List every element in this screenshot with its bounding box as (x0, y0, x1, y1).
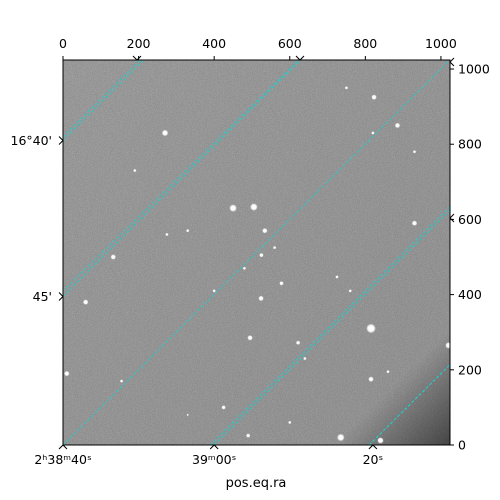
ra-grid-line (63, 60, 141, 138)
star (259, 252, 264, 258)
star (119, 379, 124, 383)
wcs-ticks: 2ʰ38ᵐ40ˢ 39ᵐ00ˢ 20ˢ 16°40' 45' (11, 55, 455, 467)
star (250, 203, 258, 211)
star (412, 150, 417, 154)
grid-edge-tick (132, 55, 142, 61)
star (186, 413, 189, 417)
ra-grid-line (63, 60, 300, 292)
x-top-tick-label: 400 (202, 36, 226, 51)
star (165, 232, 169, 237)
star (371, 94, 377, 100)
star (245, 433, 251, 438)
star (411, 220, 418, 226)
star (133, 168, 137, 173)
star (366, 323, 376, 334)
ra-tick (58, 444, 68, 450)
y-right-tick-label: 0 (458, 438, 466, 453)
star (221, 405, 226, 410)
star (394, 122, 401, 129)
star (336, 433, 345, 442)
star (242, 266, 247, 270)
star (445, 342, 450, 349)
ra-grid-line (63, 60, 450, 445)
plot-frame (62, 59, 451, 446)
x-top-tick-label: 200 (127, 36, 151, 51)
image-panel (62, 59, 451, 446)
star (348, 289, 352, 293)
ra-tick (209, 444, 219, 450)
ra-tick (368, 444, 378, 450)
x-top-tick-label: 800 (353, 36, 377, 51)
star (229, 204, 237, 212)
x-top-tick-label: 1000 (425, 36, 457, 51)
star (344, 86, 349, 90)
star (303, 356, 307, 361)
pixel-ticks: 0 200 400 600 800 1000 0 200 400 600 800 1000 (59, 36, 490, 453)
ra-tick-label: 20ˢ (363, 452, 384, 467)
dec-tick (58, 136, 64, 145)
dec-grid-line (368, 364, 450, 445)
star (64, 370, 70, 377)
star (272, 245, 277, 250)
star (212, 289, 216, 293)
dec-tick-label: 16°40' (11, 133, 53, 148)
star (288, 420, 292, 425)
star (110, 254, 117, 260)
star (371, 131, 375, 135)
ra-tick-label: 39ᵐ00ˢ (192, 452, 236, 467)
star (161, 129, 169, 137)
dec-grid-line (63, 60, 145, 141)
star (368, 376, 374, 382)
x-axis-label: pos.eq.ra (226, 476, 287, 491)
star (258, 295, 264, 302)
star (279, 281, 284, 286)
y-right-tick-label: 400 (458, 287, 482, 302)
ra-tick-label: 2ʰ38ᵐ40ˢ (34, 452, 91, 467)
star (335, 275, 339, 279)
grid-edge-tick (449, 213, 455, 223)
star (186, 229, 190, 233)
dec-grid-line (210, 206, 450, 445)
x-top-tick-label: 0 (59, 36, 67, 51)
coordinate-grid (63, 60, 450, 445)
x-top-tick-label: 600 (278, 36, 302, 51)
grid-edge-tick (295, 55, 305, 61)
ra-grid-line (213, 210, 450, 445)
y-right-tick-label: 200 (458, 362, 482, 377)
grid-edge-tick (449, 57, 455, 67)
y-right-tick-label: 600 (458, 212, 482, 227)
star (82, 299, 89, 305)
dec-grid-line (63, 60, 302, 297)
star (247, 335, 253, 341)
star (262, 227, 268, 234)
star (386, 370, 390, 374)
stars-layer (64, 86, 450, 444)
dec-tick-label: 45' (33, 289, 52, 304)
dec-tick (58, 292, 64, 301)
star (377, 437, 384, 444)
star (295, 340, 301, 345)
y-right-tick-label: 1000 (458, 62, 490, 77)
y-right-tick-label: 800 (458, 137, 482, 152)
